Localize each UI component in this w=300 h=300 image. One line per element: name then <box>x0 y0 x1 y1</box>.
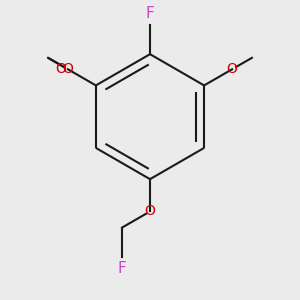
Text: O: O <box>62 62 73 76</box>
Text: methoxy: methoxy <box>0 299 1 300</box>
Text: O: O <box>227 62 238 76</box>
Text: methoxy: methoxy <box>0 299 1 300</box>
Text: O: O <box>55 62 66 76</box>
Text: methoxy: methoxy <box>0 299 1 300</box>
Text: F: F <box>146 6 154 21</box>
Text: F: F <box>118 260 126 275</box>
Text: O: O <box>145 205 155 218</box>
